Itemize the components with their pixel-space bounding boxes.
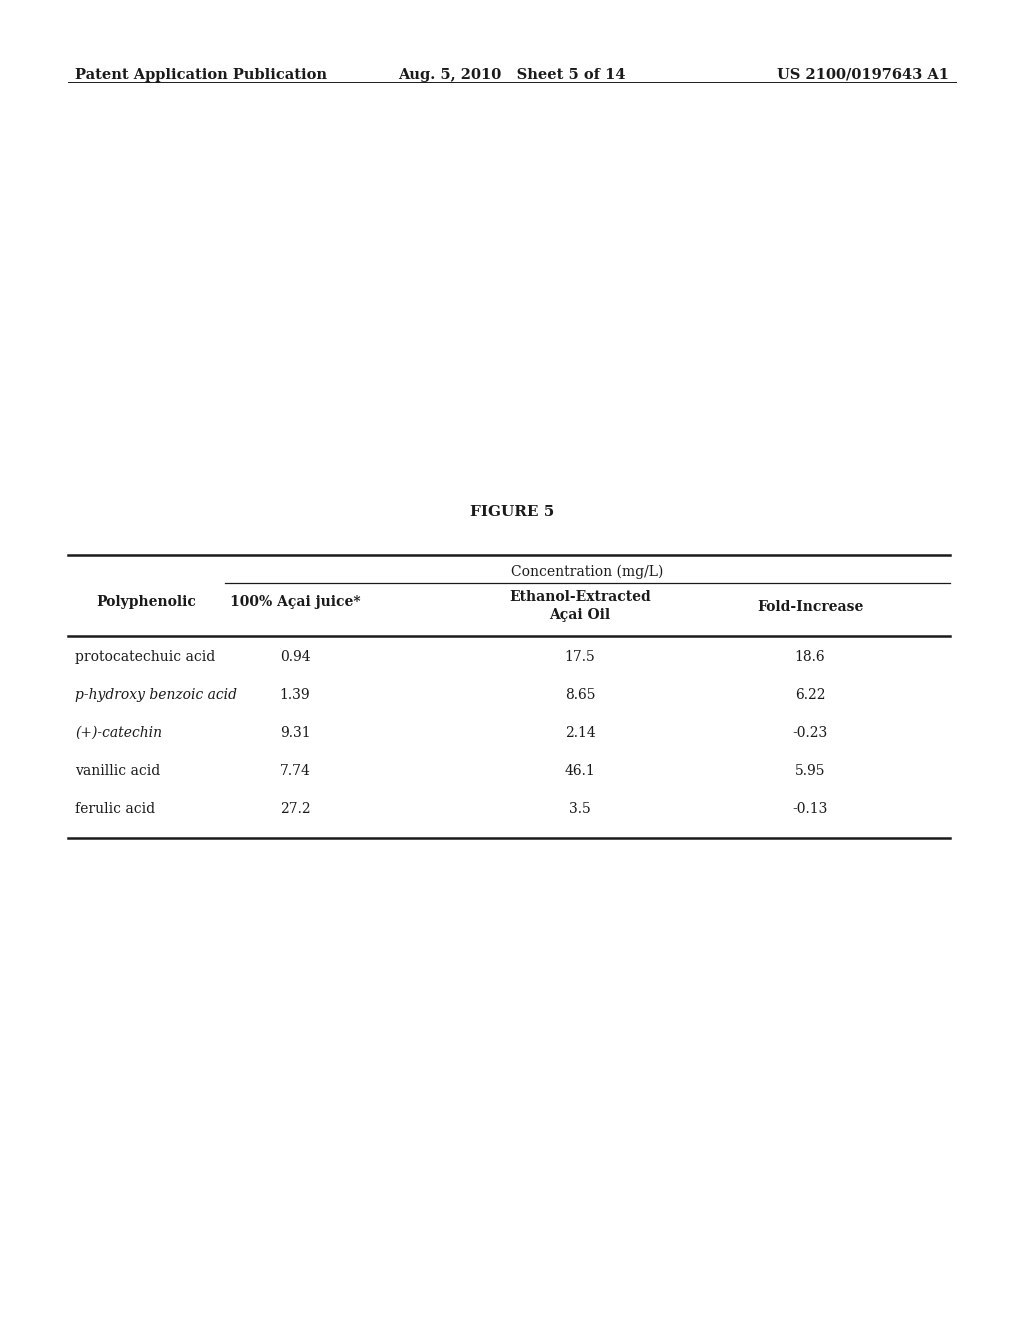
Text: 18.6: 18.6 [795,649,825,664]
Text: 100% Açai juice*: 100% Açai juice* [229,595,360,609]
Text: Ethanol-Extracted: Ethanol-Extracted [509,590,651,605]
Text: Patent Application Publication: Patent Application Publication [75,69,327,82]
Text: p-hydroxy benzoic acid: p-hydroxy benzoic acid [75,688,237,702]
Text: 2.14: 2.14 [564,726,595,741]
Text: 7.74: 7.74 [280,764,310,777]
Text: 5.95: 5.95 [795,764,825,777]
Text: Açai Oil: Açai Oil [550,609,610,622]
Text: ferulic acid: ferulic acid [75,803,155,816]
Text: Concentration (mg/L): Concentration (mg/L) [511,565,664,579]
Text: (+)-catechin: (+)-catechin [75,726,162,741]
Text: 27.2: 27.2 [280,803,310,816]
Text: vanillic acid: vanillic acid [75,764,160,777]
Text: 17.5: 17.5 [564,649,595,664]
Text: 46.1: 46.1 [564,764,595,777]
Text: -0.23: -0.23 [793,726,827,741]
Text: Polyphenolic: Polyphenolic [96,595,197,609]
Text: Aug. 5, 2010   Sheet 5 of 14: Aug. 5, 2010 Sheet 5 of 14 [398,69,626,82]
Text: -0.13: -0.13 [793,803,827,816]
Text: US 2100/0197643 A1: US 2100/0197643 A1 [777,69,949,82]
Text: protocatechuic acid: protocatechuic acid [75,649,215,664]
Text: 1.39: 1.39 [280,688,310,702]
Text: FIGURE 5: FIGURE 5 [470,506,554,519]
Text: Fold-Increase: Fold-Increase [757,601,863,614]
Text: 3.5: 3.5 [569,803,591,816]
Text: 8.65: 8.65 [565,688,595,702]
Text: 0.94: 0.94 [280,649,310,664]
Text: 9.31: 9.31 [280,726,310,741]
Text: 6.22: 6.22 [795,688,825,702]
